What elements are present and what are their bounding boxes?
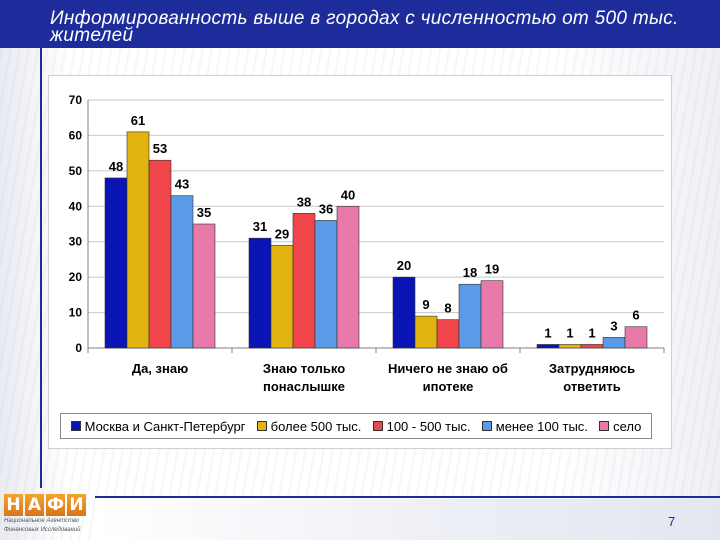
bar [170,195,194,349]
chart-legend: Москва и Санкт-Петербург более 500 тыс. 10… [60,413,652,439]
logo-letter: И [67,494,86,516]
data-label: 36 [319,201,333,216]
x-tick-label: понаслышке [263,379,345,394]
data-label: 3 [610,318,617,333]
legend-item: более 500 тыс. [256,418,362,434]
data-label: 18 [463,265,477,280]
bar [192,223,216,349]
legend-label: Москва и Санкт-Петербург [84,418,246,434]
bar [148,159,172,349]
footer-divider [95,496,720,498]
bar [314,220,338,349]
slide-title: Информированность выше в городах с числе… [50,8,679,46]
data-label: 38 [297,194,311,209]
logo-subtitle-2: Финансовых Исследований [4,527,81,533]
logo-letter: А [25,494,44,516]
data-label: 31 [253,219,267,234]
bar [602,337,626,349]
data-label: 6 [632,308,639,323]
data-label: 53 [153,141,167,156]
y-tick-label: 20 [69,270,83,284]
data-label: 29 [275,226,289,241]
bar [580,344,604,349]
y-tick-label: 30 [69,235,83,249]
data-label: 35 [197,205,211,220]
data-label: 43 [175,177,189,192]
data-label: 61 [131,113,145,128]
bar [392,276,416,349]
x-tick-label: Да, знаю [132,361,188,376]
legend-label: более 500 тыс. [270,418,362,434]
nafi-logo: Н А Ф И Национальное Агентство Финансовы… [4,494,94,540]
bar [270,244,294,349]
legend-item: 100 - 500 тыс. [372,418,471,434]
bar [336,205,360,349]
legend-swatch [372,421,383,431]
legend-label: 100 - 500 тыс. [386,418,471,434]
data-label: 40 [341,187,355,202]
y-tick-label: 70 [69,93,83,107]
bar [436,319,460,349]
header-bar [0,0,720,48]
bar [126,131,150,349]
legend-swatch [70,421,81,431]
bar [414,315,438,349]
bar [458,283,482,349]
legend-swatch [481,421,492,431]
footer-band [95,499,720,540]
bar [480,280,504,349]
data-label: 48 [109,159,123,174]
legend-item: менее 100 тыс. [481,418,588,434]
bar [558,344,582,349]
left-divider [40,48,42,488]
data-label: 19 [485,262,499,277]
x-tick-label: Затрудняюсь [549,361,635,376]
logo-letter: Н [4,494,23,516]
x-tick-label: ответить [563,379,621,394]
bar [104,177,128,349]
data-label: 9 [422,297,429,312]
logo-letter: Ф [46,494,65,516]
bar [292,213,316,349]
legend-label: село [613,418,642,434]
legend-swatch [256,421,267,431]
y-tick-label: 60 [69,128,83,142]
x-tick-label: Ничего не знаю об [388,361,508,376]
data-label: 1 [544,325,551,340]
data-label: 20 [397,258,411,273]
x-tick-label: Знаю только [263,361,345,376]
legend-item: Москва и Санкт-Петербург [70,418,246,434]
legend-swatch [599,421,610,431]
data-label: 1 [588,325,595,340]
data-label: 8 [444,301,451,316]
bar [536,344,560,349]
y-tick-label: 40 [69,199,83,213]
page-number: 7 [668,514,676,529]
y-tick-label: 50 [69,164,83,178]
data-label: 1 [566,325,573,340]
y-tick-label: 10 [69,306,83,320]
bar [624,326,648,349]
x-tick-label: ипотеке [423,379,474,394]
bar [248,237,272,349]
legend-label: менее 100 тыс. [495,418,588,434]
logo-subtitle-1: Национальное Агентство [4,518,80,524]
y-tick-label: 0 [75,341,82,355]
legend-item: село [599,419,641,434]
